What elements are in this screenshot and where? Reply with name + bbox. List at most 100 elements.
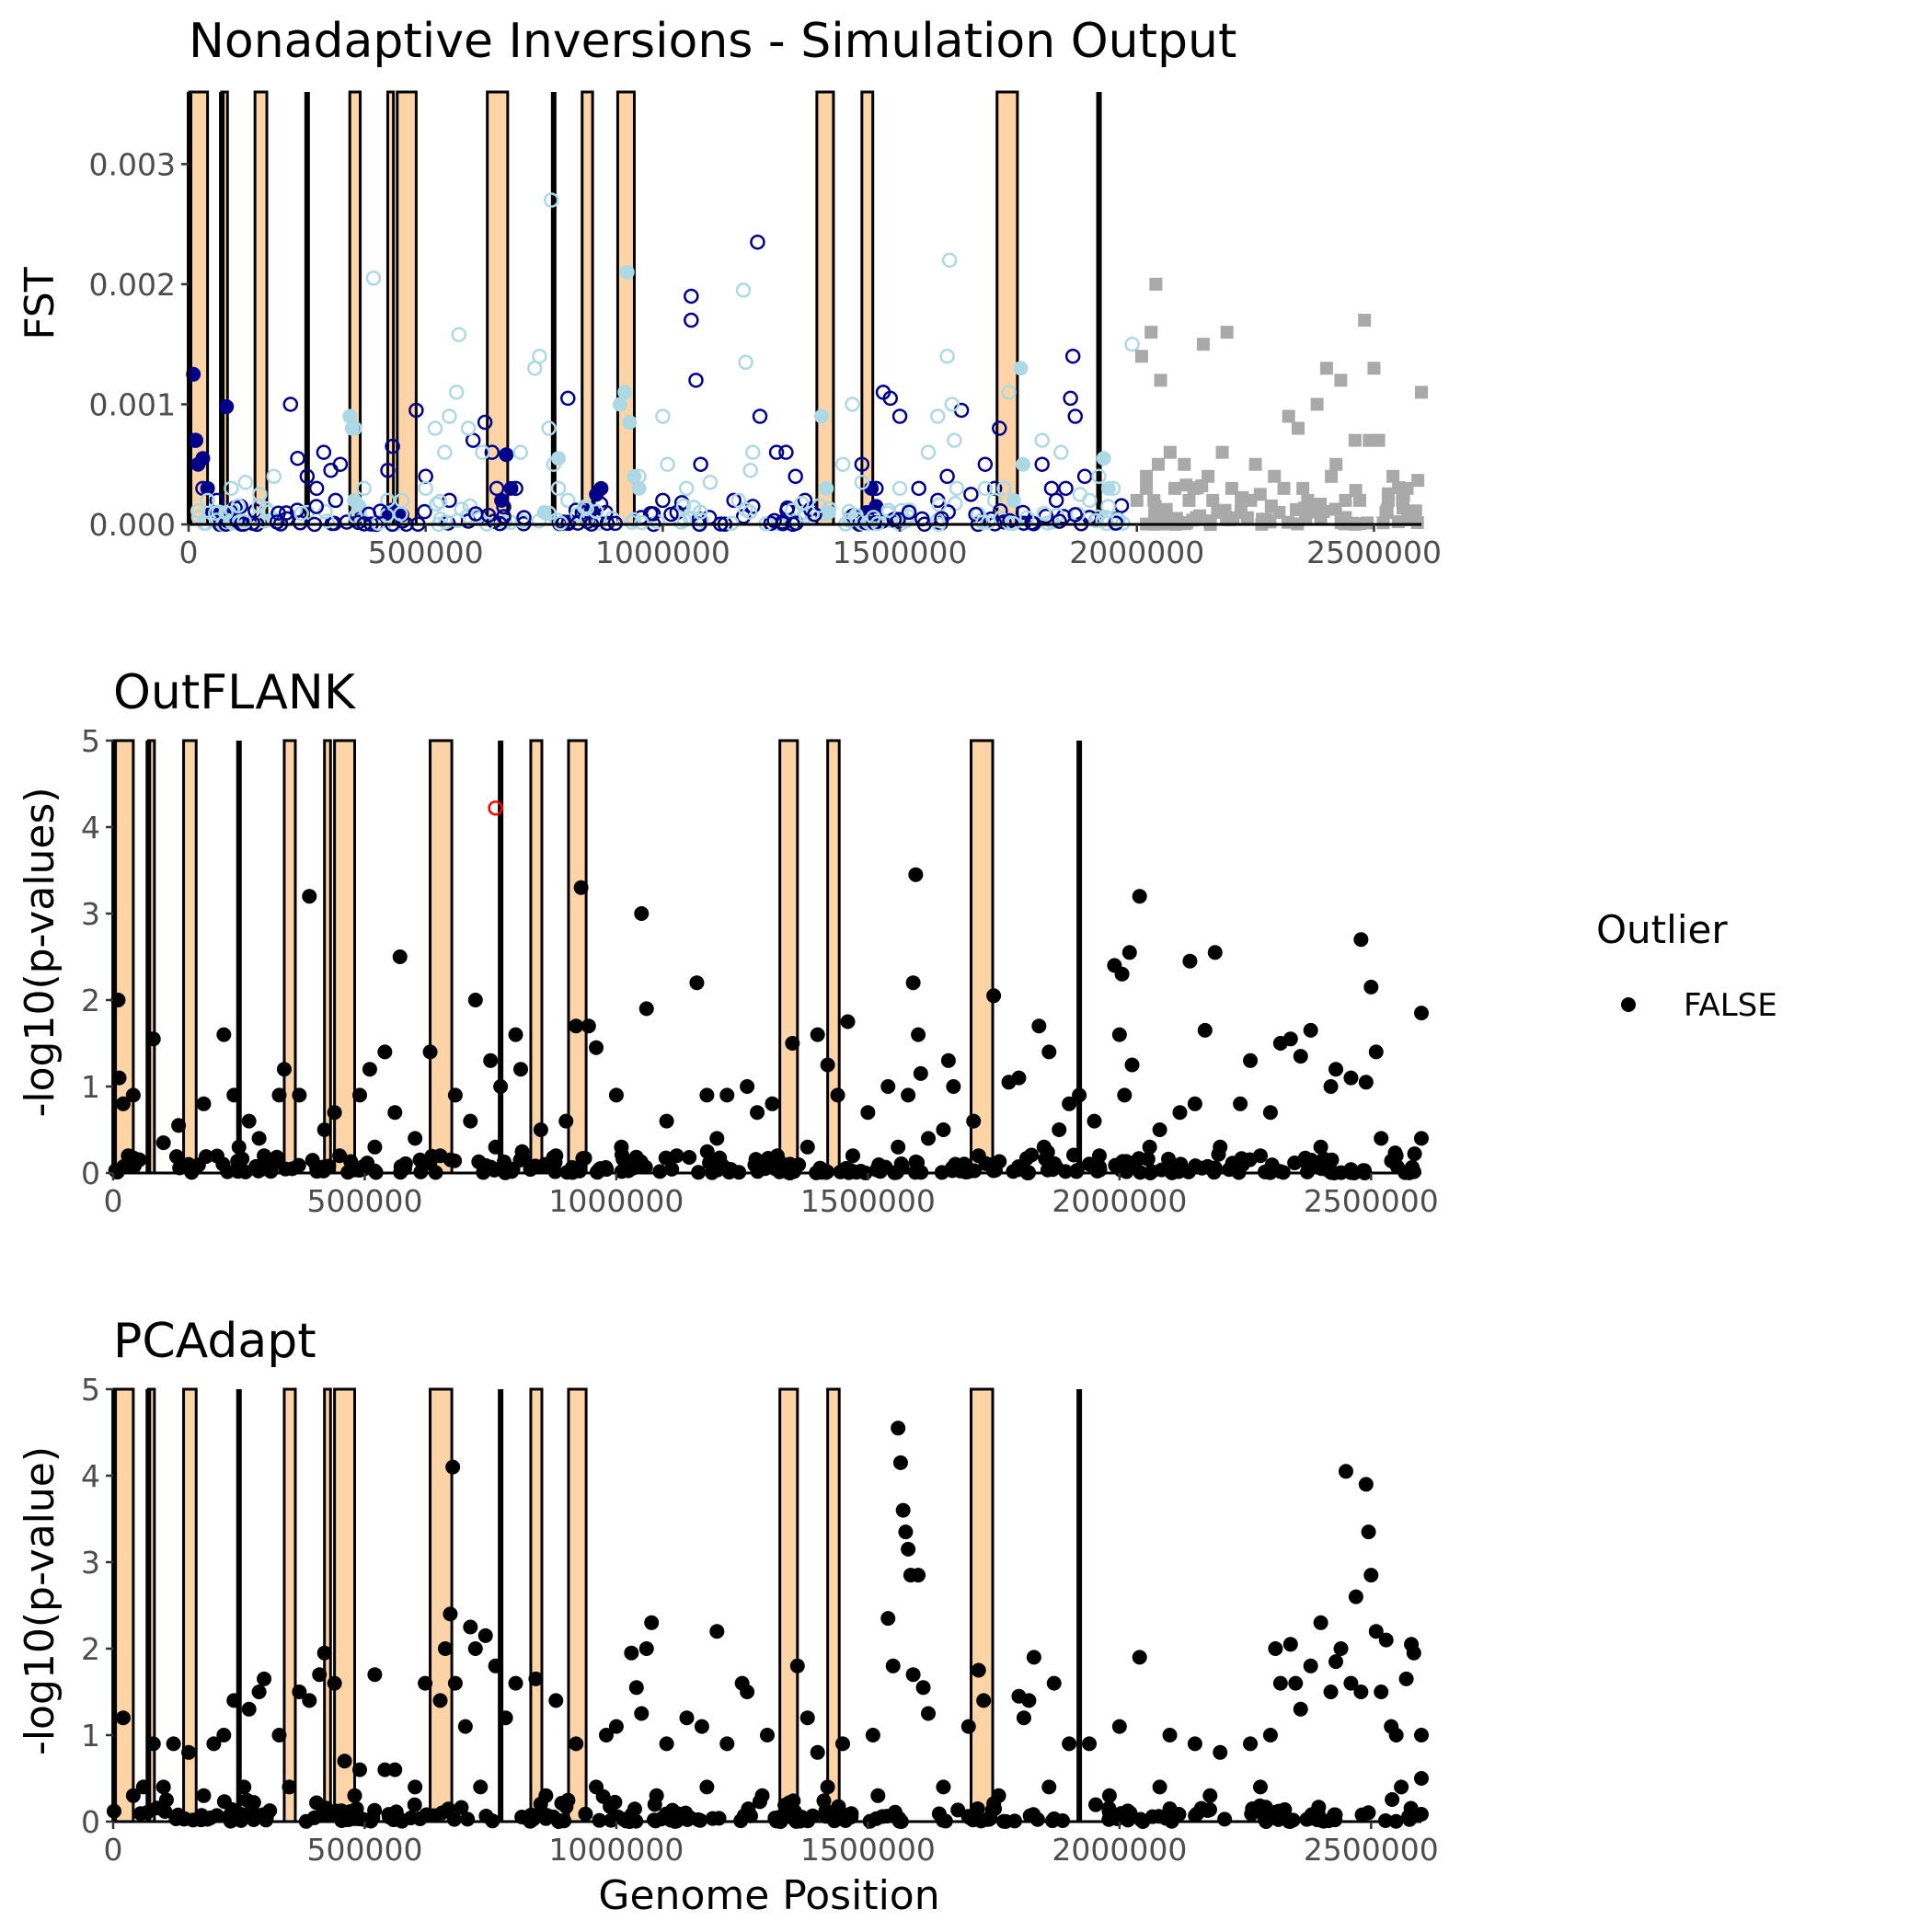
fst-point (427, 420, 443, 436)
pcadapt-point (155, 1779, 171, 1795)
pcadapt-panel: PCAdapt -log10(p-value) Genome Position … (17, 1314, 1439, 1919)
outflank-point (1187, 1096, 1202, 1111)
fst-point (1206, 493, 1220, 507)
outflank-point (447, 1153, 463, 1168)
fst-point (1256, 512, 1270, 526)
pcadapt-inversion-0 (112, 1387, 135, 1823)
fst-point (778, 444, 794, 460)
fst-point (219, 399, 235, 415)
outflank-y-tick-label: 5 (81, 723, 100, 759)
fst-point (385, 438, 400, 454)
pcadapt-point (1368, 1624, 1384, 1639)
outflank-point (714, 1157, 730, 1173)
fst-x-tick-label: 2000000 (1069, 535, 1204, 570)
pcadapt-point (1016, 1710, 1031, 1726)
pcadapt-point (1402, 1811, 1418, 1827)
pcadapt-point (1374, 1685, 1389, 1699)
outflank-point (621, 1163, 637, 1179)
outflank-point (760, 1151, 776, 1167)
fst-point (660, 456, 675, 472)
pcadapt-point (936, 1779, 951, 1795)
outflank-point (785, 1036, 800, 1051)
fst-point (1063, 390, 1078, 407)
outflank-point (1313, 1139, 1328, 1155)
fst-point (1196, 338, 1210, 351)
fst-point (678, 480, 695, 497)
pcadapt-point (742, 1808, 758, 1823)
outflank-point (533, 1122, 548, 1137)
fst-point (496, 499, 512, 515)
fst-point (1144, 326, 1158, 339)
pcadapt-point (752, 1794, 767, 1810)
pcadapt-point (1046, 1675, 1062, 1691)
pcadapt-point (1101, 1788, 1117, 1803)
fst-inversion-3 (348, 90, 362, 526)
fst-y-tick-label: 0.000 (89, 507, 176, 543)
pcadapt-point (443, 1606, 458, 1622)
outflank-point (921, 1131, 937, 1146)
fst-point (627, 468, 642, 484)
outflank-point (348, 1160, 363, 1176)
outflank-point (638, 1001, 654, 1017)
outflank-point (608, 1087, 624, 1103)
outflank-y-tick-label: 4 (81, 810, 100, 845)
outflank-y-axis-title: -log10(p-values) (17, 787, 63, 1117)
fst-point (560, 514, 577, 530)
pcadapt-point (463, 1619, 478, 1635)
outflank-point (581, 1018, 596, 1034)
pcadapt-point (1398, 1671, 1414, 1686)
outflank-point (652, 1164, 668, 1179)
pcadapt-point (447, 1675, 463, 1691)
pcadapt-points (106, 1420, 1429, 1829)
pcadapt-point (1328, 1654, 1344, 1670)
fst-point (1168, 481, 1181, 495)
pcadapt-point (1293, 1701, 1308, 1717)
fst-point (750, 234, 765, 250)
outflank-point (1353, 932, 1369, 948)
outflank-point (1264, 1157, 1280, 1173)
pcadapt-point (898, 1524, 914, 1540)
fst-point (920, 444, 937, 460)
fst-point (1190, 481, 1204, 495)
pcadapt-x-tick-label: 0 (104, 1832, 123, 1868)
pcadapt-point (1190, 1806, 1205, 1822)
outflank-point (799, 1139, 815, 1155)
fst-point (975, 514, 991, 530)
outflank-point (986, 988, 1002, 1004)
fst-point (1006, 492, 1021, 508)
fst-point (200, 492, 215, 509)
fst-point (1349, 484, 1363, 498)
pcadapt-point (1363, 1568, 1379, 1583)
fst-panel-title: Nonadaptive Inversions - Simulation Outp… (189, 14, 1236, 69)
outflank-point (126, 1158, 142, 1174)
fst-point (939, 468, 955, 485)
fst-x-tick-label: 1000000 (595, 535, 730, 570)
pcadapt-point (880, 1611, 896, 1627)
outflank-y-tick-label: 0 (81, 1156, 100, 1191)
outflank-point (291, 1157, 306, 1173)
pcadapt-point (360, 1812, 375, 1828)
fst-point (380, 463, 396, 478)
outflank-point (1031, 1018, 1047, 1034)
pcadapt-point (1152, 1779, 1167, 1795)
fst-point (1392, 481, 1406, 495)
pcadapt-point (1082, 1736, 1098, 1752)
outflank-point (447, 1087, 463, 1103)
fst-point (882, 390, 899, 407)
fst-point (344, 420, 360, 436)
pcadapt-point (603, 1799, 618, 1814)
pcadapt-point (302, 1693, 317, 1708)
outflank-point (658, 1150, 673, 1166)
pcadapt-point (885, 1658, 901, 1673)
pcadapt-point (388, 1804, 404, 1820)
pcadapt-point (445, 1459, 461, 1475)
fst-point (1130, 493, 1144, 507)
fst-point (642, 505, 659, 522)
pcadapt-point (314, 1807, 329, 1823)
outflank-point (936, 1122, 951, 1137)
pcadapt-point (196, 1788, 212, 1803)
outflank-point (577, 1150, 592, 1166)
outflank-point (125, 1087, 141, 1103)
fst-point (845, 397, 860, 412)
fst-point (1236, 490, 1249, 504)
